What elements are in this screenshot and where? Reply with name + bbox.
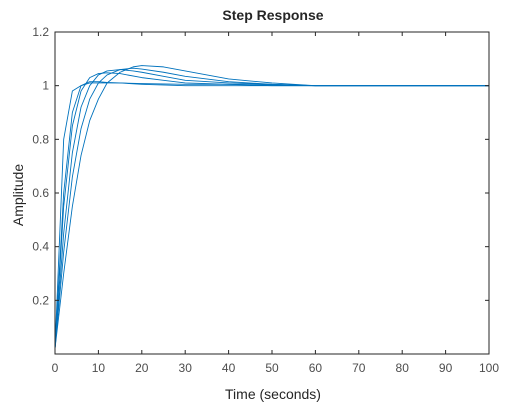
x-tick-label: 50 (265, 361, 279, 375)
x-axis-ticks: 0 10 20 30 40 50 60 70 80 90 100 (52, 32, 499, 375)
y-axis-label: Amplitude (10, 164, 26, 226)
y-tick-label: 1 (42, 79, 49, 93)
x-tick-label: 40 (222, 361, 236, 375)
x-tick-label: 30 (179, 361, 193, 375)
y-tick-label: 0.2 (32, 293, 49, 307)
y-tick-label: 0.8 (32, 132, 49, 146)
series-layer (54, 65, 489, 349)
y-axis-ticks: 0.2 0.4 0.6 0.8 1 1.2 (32, 25, 489, 307)
x-tick-label: 20 (135, 361, 149, 375)
y-tick-label: 0.4 (32, 240, 49, 254)
x-tick-label: 90 (439, 361, 453, 375)
x-tick-label: 70 (352, 361, 366, 375)
x-tick-label: 10 (92, 361, 106, 375)
x-tick-label: 100 (479, 361, 499, 375)
series-line-6 (54, 81, 489, 349)
x-tick-label: 60 (309, 361, 323, 375)
x-axis-label: Time (seconds) (225, 386, 321, 402)
x-tick-label: 80 (396, 361, 410, 375)
plot-area (55, 32, 489, 354)
y-tick-label: 1.2 (32, 25, 49, 39)
x-tick-label: 0 (52, 361, 59, 375)
y-tick-label: 0.6 (32, 186, 49, 200)
series-line-5 (54, 65, 489, 349)
plot-background (55, 32, 489, 354)
chart-title: Step Response (222, 7, 323, 23)
